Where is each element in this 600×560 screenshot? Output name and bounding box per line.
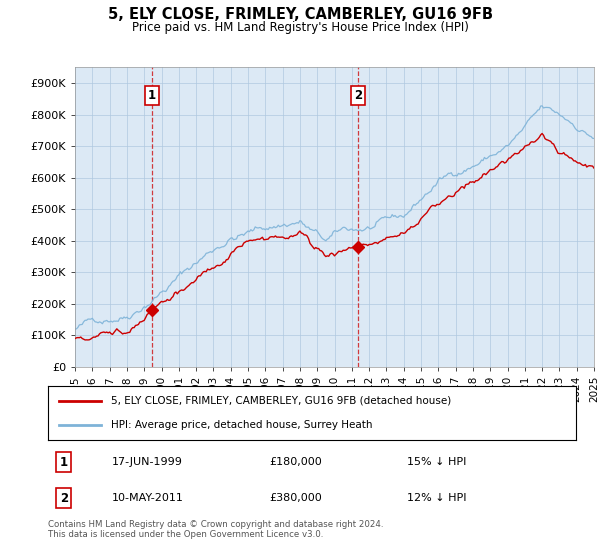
Text: 1: 1 (60, 455, 68, 469)
Text: 12% ↓ HPI: 12% ↓ HPI (407, 493, 467, 503)
Text: 17-JUN-1999: 17-JUN-1999 (112, 457, 182, 467)
Text: 2: 2 (354, 89, 362, 102)
Text: £180,000: £180,000 (270, 457, 323, 467)
Text: 5, ELY CLOSE, FRIMLEY, CAMBERLEY, GU16 9FB: 5, ELY CLOSE, FRIMLEY, CAMBERLEY, GU16 9… (107, 7, 493, 22)
Text: 15% ↓ HPI: 15% ↓ HPI (407, 457, 466, 467)
Text: 1: 1 (148, 89, 156, 102)
Text: 5, ELY CLOSE, FRIMLEY, CAMBERLEY, GU16 9FB (detached house): 5, ELY CLOSE, FRIMLEY, CAMBERLEY, GU16 9… (112, 396, 452, 406)
Text: £380,000: £380,000 (270, 493, 323, 503)
Text: HPI: Average price, detached house, Surrey Heath: HPI: Average price, detached house, Surr… (112, 420, 373, 430)
Text: 10-MAY-2011: 10-MAY-2011 (112, 493, 183, 503)
Text: 2: 2 (60, 492, 68, 505)
Text: Price paid vs. HM Land Registry's House Price Index (HPI): Price paid vs. HM Land Registry's House … (131, 21, 469, 34)
Text: Contains HM Land Registry data © Crown copyright and database right 2024.
This d: Contains HM Land Registry data © Crown c… (48, 520, 383, 539)
